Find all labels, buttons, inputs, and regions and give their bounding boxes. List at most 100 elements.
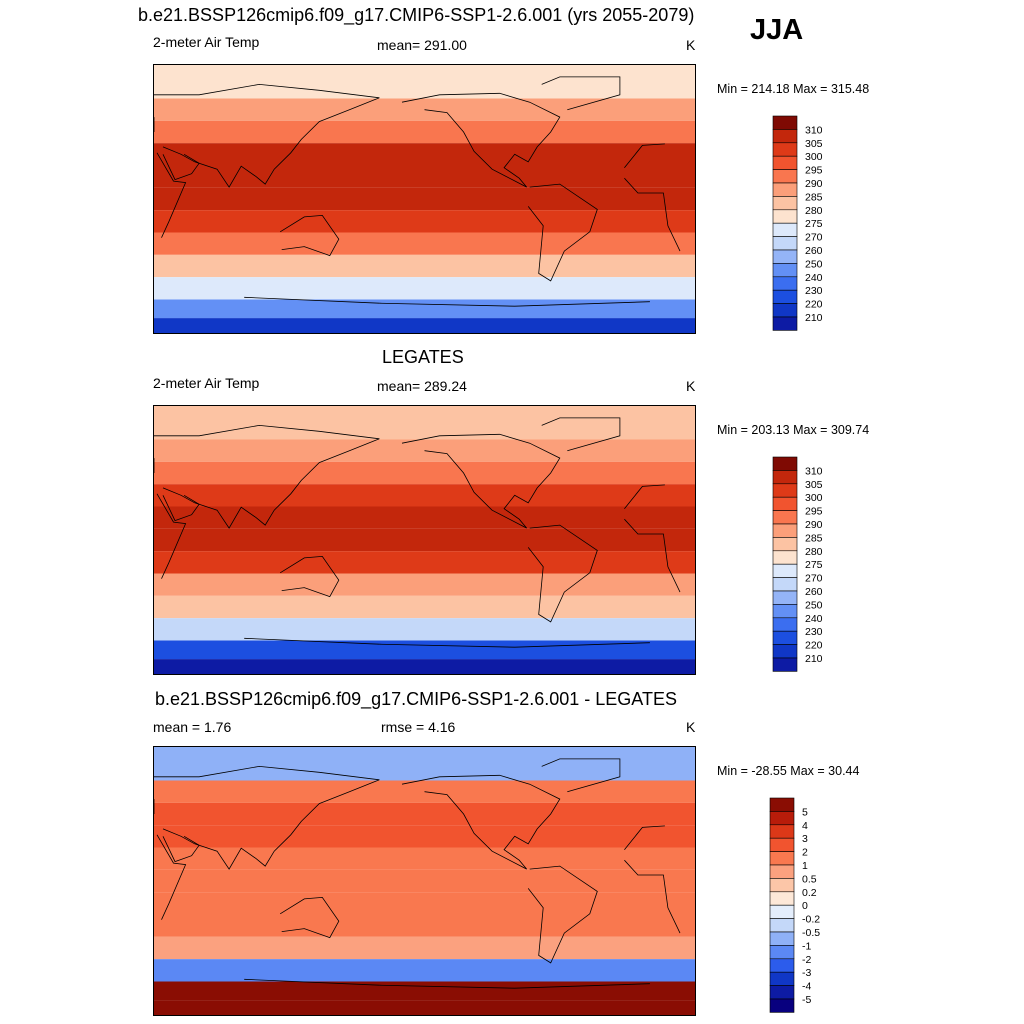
colorbar-box [772,276,798,291]
coastline-north_america [401,92,561,188]
colorbar-tick-label: -0.5 [802,927,820,939]
coastline-africa [156,152,187,238]
colorbar-tick-label: 260 [805,586,823,598]
colorbar-box [772,196,798,211]
coastline-greenland [541,76,621,111]
coastline-antarctica [244,637,380,645]
coastline-africa [624,518,681,593]
coastline-australia [279,214,340,257]
season-label: JJA [750,14,804,46]
coastline-africa [624,143,665,168]
coastline-south_america [527,183,598,282]
colorbar-tick-label: 0 [802,900,808,912]
colorbar-box [772,263,798,278]
colorbar-tick-label: 250 [805,599,823,611]
zonal-band [154,461,695,485]
colorbar-box [772,115,798,130]
colorbar-box [769,971,795,986]
colorbar-tick-label: 280 [805,205,823,217]
zonal-band [154,406,695,440]
panel1-map [153,64,696,334]
coastline-africa [624,825,665,850]
colorbar-tick-label: 0.5 [802,873,817,885]
panel3-mean-label: mean = 1.76 [153,719,232,735]
coastline-north_america [401,433,561,529]
zonal-band [154,528,695,552]
zonal-band [154,869,695,893]
zonal-band [154,254,695,278]
colorbar-box [769,851,795,866]
coastline-eurasia [154,424,380,529]
colorbar-box [772,657,798,672]
colorbar-box [772,209,798,224]
colorbar-tick-label: 2 [802,847,808,859]
colorbar-box [772,142,798,157]
panel2-mean-label: mean= 289.24 [377,378,467,394]
colorbar-tick-label: 305 [805,479,823,491]
colorbar-box [769,945,795,960]
colorbar-tick-label: 295 [805,506,823,518]
zonal-band [154,825,695,848]
coastline-south_america [527,524,598,623]
panel3-rmse-label: rmse = 4.16 [381,719,456,735]
colorbar-tick-label: -0.2 [802,914,820,926]
coastline-india_arabia [162,494,200,522]
colorbar-tick-label: 275 [805,559,823,571]
zonal-band [154,847,695,870]
zonal-band [154,277,695,300]
colorbar-box [772,470,798,485]
colorbar-tick-label: 305 [805,138,823,150]
colorbar-box [769,837,795,852]
panel2-map-plot [154,406,695,674]
panel3-map-plot [154,747,695,1015]
colorbar-box [769,931,795,946]
zonal-band [154,780,695,803]
colorbar-tick-label: 285 [805,532,823,544]
colorbar-box [772,550,798,565]
colorbar-box [769,958,795,973]
panel3-map [153,746,696,1016]
coastline-india_arabia [162,835,200,863]
colorbar-box [769,797,795,812]
colorbar-box [772,510,798,525]
colorbar-box [772,249,798,264]
colorbar-tick-label: 220 [805,299,823,311]
colorbar-tick-label: 295 [805,165,823,177]
colorbar-box [772,630,798,645]
panel1-range-text: Min = 214.18 Max = 315.48 [717,82,870,96]
colorbar-tick-label: 275 [805,218,823,230]
colorbar-box [772,129,798,144]
panel2-heading: LEGATES [382,347,464,367]
colorbar-tick-label: 1 [802,860,808,872]
coastline-antarctica [244,296,380,304]
colorbar-box [772,483,798,498]
zonal-band [154,618,695,641]
zonal-band [154,659,695,674]
coastline-south_america [527,865,598,964]
zonal-band [154,318,695,333]
colorbar-box [772,604,798,619]
panel1-mean-label: mean= 291.00 [377,37,467,53]
panel1-variable-label: 2-meter Air Temp [153,34,260,50]
zonal-band [154,439,695,462]
colorbar-box [772,537,798,552]
colorbar-tick-label: -4 [802,981,811,993]
coastline-eurasia [154,765,380,870]
coastline-australia [279,896,340,939]
colorbar-box [772,617,798,632]
panel2-variable-label: 2-meter Air Temp [153,375,260,391]
panel3-units-label: K [686,719,696,735]
colorbar-box [772,236,798,251]
colorbar-tick-label: -5 [802,994,811,1006]
zonal-band [154,143,695,166]
panel2-range-text: Min = 203.13 Max = 309.74 [717,423,870,437]
colorbar-tick-label: 210 [805,312,823,324]
coastline-antarctica [379,983,650,989]
colorbar-box [772,316,798,331]
coastline-greenland [541,417,621,452]
panel3-range-text: Min = -28.55 Max = 30.44 [717,764,860,778]
colorbar-tick-label: 280 [805,546,823,558]
panel3-heading: b.e21.BSSP126cmip6.f09_g17.CMIP6-SSP1-2.… [155,689,677,709]
zonal-band [154,187,695,211]
